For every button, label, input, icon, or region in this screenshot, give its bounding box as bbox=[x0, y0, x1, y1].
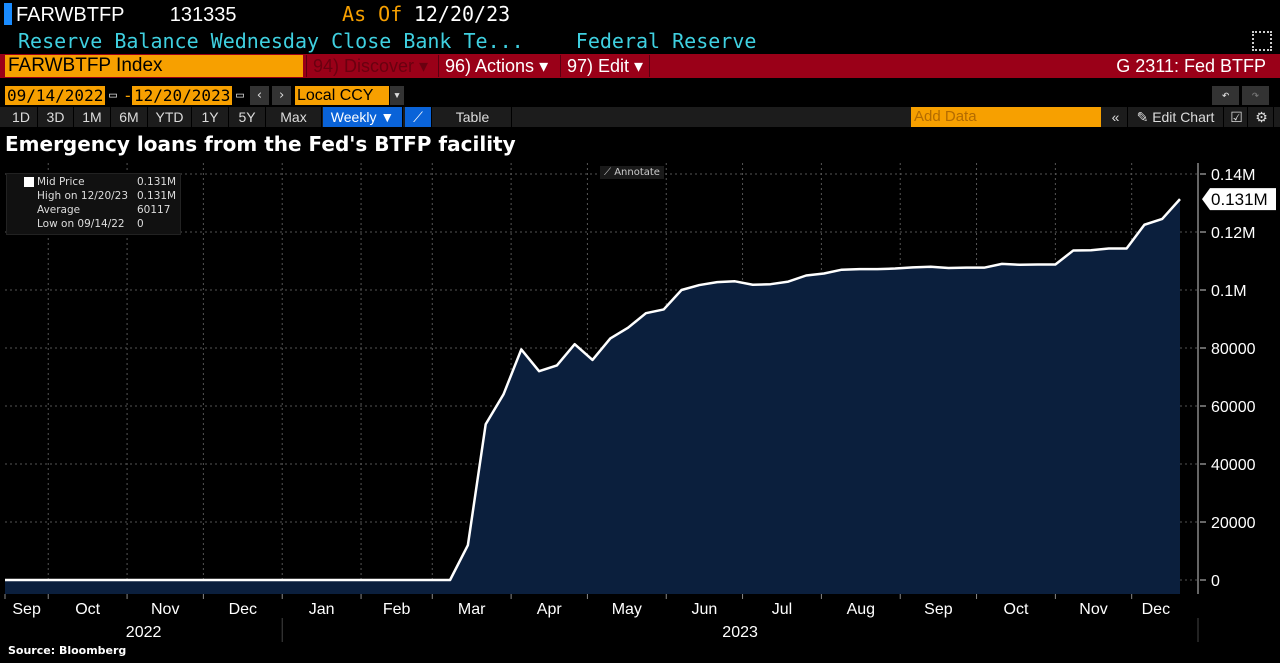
calendar-icon[interactable]: ▭ bbox=[106, 86, 120, 105]
range-separator: - bbox=[123, 86, 133, 105]
period-6m[interactable]: 6M bbox=[111, 107, 148, 127]
prev-period-button[interactable]: ‹ bbox=[250, 86, 269, 105]
page-id: G 2311: Fed BTFP bbox=[1116, 56, 1266, 76]
period-1y[interactable]: 1Y bbox=[192, 107, 229, 127]
y-tick-label: 60000 bbox=[1211, 399, 1256, 416]
add-data-input[interactable]: Add Data bbox=[911, 107, 1101, 127]
currency-select[interactable]: Local CCY bbox=[295, 86, 389, 105]
x-year-label: 2022 bbox=[126, 624, 162, 641]
collapse-icon[interactable]: « bbox=[1104, 107, 1128, 127]
redo-button[interactable]: ↷ bbox=[1242, 86, 1269, 105]
y-tick-label: 80000 bbox=[1211, 341, 1256, 358]
x-tick-label: Sep bbox=[924, 601, 953, 618]
x-tick-label: Nov bbox=[1079, 601, 1107, 618]
x-tick-label: Jul bbox=[772, 601, 792, 618]
x-year-label: 2023 bbox=[722, 624, 758, 641]
legend-average: Average 60117 bbox=[37, 204, 171, 216]
annotate-tool-icon[interactable]: ☑ bbox=[1226, 107, 1248, 127]
period-1m[interactable]: 1M bbox=[74, 107, 111, 127]
as-of-date: 12/20/23 bbox=[413, 2, 511, 26]
description-row: Reserve Balance Wednesday Close Bank Te.… bbox=[18, 29, 756, 53]
undo-button[interactable]: ↶ bbox=[1212, 86, 1239, 105]
x-tick-label: Jun bbox=[692, 601, 718, 618]
x-tick-label: Mar bbox=[458, 601, 486, 618]
x-tick-label: Feb bbox=[383, 601, 411, 618]
frequency-select[interactable]: Weekly ▼ bbox=[323, 107, 403, 127]
gear-icon[interactable]: ⚙ bbox=[1250, 107, 1274, 127]
legend-high: High on 12/20/23 0.131M bbox=[37, 190, 177, 202]
series-area bbox=[5, 199, 1180, 595]
edit-menu[interactable]: 97) Edit ▾ bbox=[560, 55, 651, 77]
legend-mid-price: Mid Price 0.131M bbox=[37, 176, 177, 188]
calendar-icon[interactable]: ▭ bbox=[233, 86, 247, 105]
chart-toolbar: 1D 3D 1M 6M YTD 1Y 5Y Max Weekly ▼ ⟋ Tab… bbox=[0, 107, 1280, 127]
ticker: FARWBTFP bbox=[16, 4, 125, 26]
popout-icon[interactable] bbox=[1252, 31, 1272, 51]
period-3d[interactable]: 3D bbox=[38, 107, 74, 127]
security-input[interactable]: FARWBTFP Index bbox=[5, 55, 303, 77]
next-period-button[interactable]: › bbox=[272, 86, 291, 105]
x-tick-label: May bbox=[612, 601, 642, 618]
edit-chart-button[interactable]: ✎ Edit Chart bbox=[1128, 107, 1224, 127]
y-tick-label: 0.1M bbox=[1211, 283, 1247, 300]
x-tick-label: Oct bbox=[75, 601, 100, 618]
last-value-label: 0.131M bbox=[1211, 190, 1268, 209]
chart-title: Emergency loans from the Fed's BTFP faci… bbox=[5, 132, 516, 156]
as-of-label: As Of bbox=[342, 2, 403, 26]
y-tick-label: 40000 bbox=[1211, 457, 1256, 474]
last-value-badge bbox=[1202, 188, 1276, 211]
period-max[interactable]: Max bbox=[266, 107, 322, 127]
data-source: Federal Reserve bbox=[575, 29, 757, 53]
last-value: 131335 bbox=[169, 4, 237, 26]
security-header: FARWBTFP 131335 As Of 12/20/23 bbox=[4, 2, 510, 27]
y-tick-label: 20000 bbox=[1211, 515, 1256, 532]
x-tick-label: Aug bbox=[847, 601, 875, 618]
end-date-input[interactable]: 12/20/2023 bbox=[132, 86, 232, 105]
series-line bbox=[5, 198, 1181, 582]
period-1d[interactable]: 1D bbox=[5, 107, 38, 127]
legend-low: Low on 09/14/22 0 bbox=[37, 218, 144, 230]
legend: Mid Price 0.131M High on 12/20/23 0.131M A… bbox=[6, 173, 181, 235]
x-tick-label: Jan bbox=[309, 601, 335, 618]
x-tick-label: Dec bbox=[229, 601, 257, 618]
chevron-down-icon[interactable]: ▾ bbox=[390, 86, 404, 105]
table-button[interactable]: Table bbox=[434, 107, 512, 127]
y-tick-label: 0 bbox=[1211, 573, 1220, 590]
x-tick-label: Dec bbox=[1142, 601, 1170, 618]
line-chart-icon[interactable]: ⟋ bbox=[405, 107, 432, 127]
series-swatch bbox=[24, 177, 34, 187]
source-note: Source: Bloomberg bbox=[8, 644, 127, 657]
x-tick-label: Oct bbox=[1004, 601, 1029, 618]
discover-menu[interactable]: 94) Discover ▾ bbox=[306, 55, 434, 77]
period-ytd[interactable]: YTD bbox=[148, 107, 192, 127]
y-tick-label: 0.14M bbox=[1211, 167, 1255, 184]
period-5y[interactable]: 5Y bbox=[229, 107, 266, 127]
x-tick-label: Nov bbox=[151, 601, 179, 618]
x-tick-label: Sep bbox=[12, 601, 41, 618]
start-date-input[interactable]: 09/14/2022 bbox=[5, 86, 105, 105]
x-tick-label: Apr bbox=[537, 601, 563, 618]
description: Reserve Balance Wednesday Close Bank Te.… bbox=[18, 29, 524, 53]
status-marker bbox=[4, 3, 12, 25]
annotate-button[interactable]: ⟋ Annotate bbox=[600, 166, 664, 179]
actions-menu[interactable]: 96) Actions ▾ bbox=[438, 55, 554, 77]
y-tick-label: 0.12M bbox=[1211, 225, 1255, 242]
